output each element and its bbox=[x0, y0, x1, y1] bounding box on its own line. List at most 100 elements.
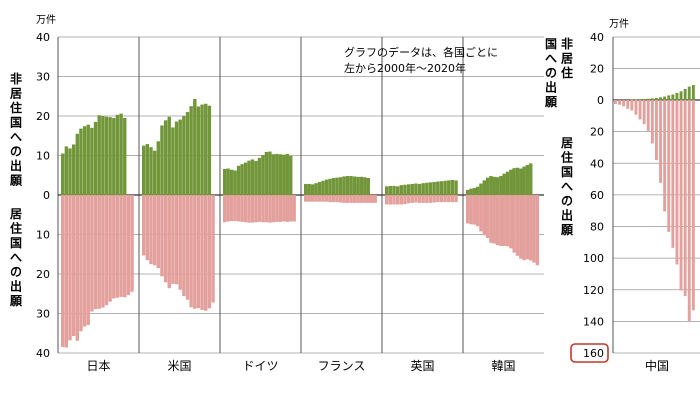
bar-nonresident bbox=[178, 119, 182, 195]
bar-nonresident bbox=[392, 185, 396, 195]
note-line-1: グラフのデータは、各国ごとに bbox=[344, 45, 498, 59]
bar-nonresident bbox=[250, 159, 255, 195]
bar-nonresident bbox=[200, 104, 204, 195]
note-line-2: 左から2000年～2020年 bbox=[344, 61, 466, 75]
bar-nonresident bbox=[529, 163, 533, 195]
bar-nonresident bbox=[439, 181, 444, 196]
bar-nonresident bbox=[310, 184, 315, 196]
bar-nonresident bbox=[247, 160, 251, 195]
ylabel-china-nonresident: 出 bbox=[545, 80, 557, 95]
bar-nonresident bbox=[485, 177, 490, 195]
bar-nonresident bbox=[466, 189, 470, 196]
bar-nonresident bbox=[512, 168, 516, 195]
bar-resident bbox=[229, 195, 234, 222]
bar-nonresident bbox=[475, 186, 480, 195]
bar-resident bbox=[345, 195, 350, 203]
category-label: フランス bbox=[318, 359, 366, 373]
bar-nonresident bbox=[90, 127, 94, 195]
y-tick-label: 40 bbox=[36, 31, 50, 44]
bar-resident bbox=[268, 195, 272, 223]
y-tick-label: 0 bbox=[597, 94, 604, 107]
bar-nonresident bbox=[321, 180, 325, 195]
bar-resident bbox=[193, 195, 197, 309]
bar-nonresident bbox=[229, 169, 234, 195]
bar-nonresident bbox=[307, 183, 311, 195]
bar-resident bbox=[254, 195, 258, 223]
bar-nonresident bbox=[671, 94, 675, 100]
bar-resident bbox=[428, 195, 433, 203]
bar-resident bbox=[278, 195, 283, 222]
bar-nonresident bbox=[495, 177, 500, 195]
bar-resident bbox=[211, 195, 215, 303]
bar-resident bbox=[519, 195, 523, 259]
bar-nonresident bbox=[499, 176, 503, 195]
bar-resident bbox=[410, 195, 414, 203]
bar-nonresident bbox=[145, 144, 150, 195]
bar-resident bbox=[182, 195, 186, 297]
ylabel-china-resident: 居 bbox=[561, 136, 573, 150]
bar-nonresident bbox=[275, 153, 279, 195]
bar-resident bbox=[200, 195, 204, 310]
y-tick-label: 120 bbox=[583, 284, 604, 297]
ylabel-china-nonresident: 居 bbox=[561, 52, 573, 66]
bar-resident bbox=[282, 195, 286, 222]
bar-resident bbox=[634, 100, 638, 115]
bar-nonresident bbox=[356, 176, 360, 195]
bar-nonresident bbox=[638, 99, 642, 100]
bar-nonresident bbox=[417, 183, 422, 195]
bar-resident bbox=[646, 100, 650, 131]
bar-resident bbox=[522, 195, 526, 261]
bar-resident bbox=[250, 195, 255, 223]
main-chart-frame: 0 10 20 30 40 10 20 30 40 日本 米国 ドイツ フランス 英国 韓国 bbox=[36, 31, 544, 373]
bar-resident bbox=[142, 195, 146, 256]
bar-resident bbox=[512, 195, 516, 253]
bar-resident bbox=[185, 195, 190, 300]
bar-resident bbox=[321, 195, 325, 202]
bar-resident bbox=[618, 100, 621, 105]
bar-resident bbox=[93, 195, 98, 310]
bar-resident bbox=[642, 100, 646, 125]
bar-resident bbox=[243, 195, 248, 223]
bar-resident bbox=[505, 195, 510, 247]
bar-nonresident bbox=[223, 168, 227, 195]
bar-resident bbox=[149, 195, 153, 265]
ylabel-resident: 願 bbox=[9, 294, 23, 308]
bar-resident bbox=[373, 195, 377, 203]
bar-resident bbox=[450, 195, 455, 203]
bar-nonresident bbox=[406, 184, 411, 196]
bar-resident bbox=[196, 195, 201, 308]
y-tick-label: 0 bbox=[43, 189, 50, 202]
bar-resident bbox=[479, 195, 483, 232]
bar-resident bbox=[292, 195, 296, 222]
bar-resident bbox=[189, 195, 193, 308]
bar-resident bbox=[328, 195, 332, 203]
bar-resident bbox=[675, 100, 679, 265]
unit-label-china: 万件 bbox=[609, 18, 629, 30]
bar-nonresident bbox=[324, 179, 329, 195]
category-label: 米国 bbox=[167, 359, 191, 373]
bar-nonresident bbox=[233, 170, 237, 195]
bar-resident bbox=[174, 195, 179, 285]
y-tick-label: 20 bbox=[590, 126, 604, 139]
bar-nonresident bbox=[482, 180, 486, 195]
bar-nonresident bbox=[189, 106, 193, 196]
bar-resident bbox=[236, 195, 241, 222]
ylabel-china-resident: 国 bbox=[561, 165, 573, 179]
ylabel-china-resident: 願 bbox=[560, 223, 574, 237]
bar-resident bbox=[392, 195, 396, 205]
bar-nonresident bbox=[119, 113, 123, 195]
bar-nonresident bbox=[264, 151, 269, 195]
bar-resident bbox=[342, 195, 346, 203]
bar-nonresident bbox=[317, 181, 322, 196]
bar-nonresident bbox=[185, 112, 190, 195]
bar-resident bbox=[436, 195, 440, 203]
bar-resident bbox=[671, 100, 675, 248]
bar-resident bbox=[499, 195, 503, 246]
bar-nonresident bbox=[403, 184, 407, 195]
bar-resident bbox=[363, 195, 367, 203]
bar-nonresident bbox=[359, 176, 364, 195]
bar-nonresident bbox=[156, 141, 160, 195]
bar-resident bbox=[421, 195, 425, 203]
bar-resident bbox=[75, 195, 79, 341]
